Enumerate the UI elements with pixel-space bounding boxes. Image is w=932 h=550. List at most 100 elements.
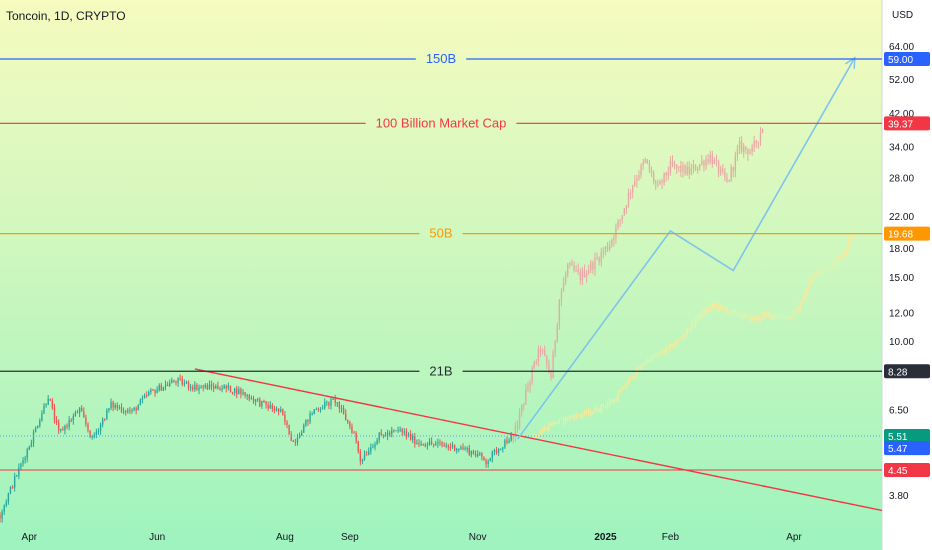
price-candle-body [198,387,200,390]
ghost-red-candle-body [575,269,577,271]
price-candle-body [303,424,305,433]
ghost-yellow-candle-body [837,256,839,259]
price-candle-body [173,380,175,382]
ghost-yellow-candle-body [550,424,552,426]
price-candle-body [70,420,72,422]
level-line-3[interactable]: 50B [0,226,882,241]
ghost-red-candle-body [755,141,757,143]
ghost-red-candle-body [663,172,665,183]
price-candle-body [189,387,192,389]
ghost-red-candle-body [757,141,760,143]
ghost-yellow-candle-body [740,316,743,319]
price-candle-body [418,443,420,445]
ghost-yellow-candle-body [816,273,818,275]
ghost-yellow-candle-body [581,414,584,416]
price-candle-body [150,389,152,393]
level-line-4[interactable]: 21B [0,363,882,378]
ghost-yellow-candle-body [546,427,548,430]
ghost-red-candle-body [539,348,542,351]
ghost-yellow-candle-body [669,344,672,348]
price-candle-body [141,398,144,400]
ghost-red-candle-body [659,181,661,185]
ghost-yellow-candle-body [539,432,542,436]
price-candle-body [101,419,104,425]
ghost-yellow-candle-body [703,311,705,314]
price-candle-body [202,386,204,388]
ghost-red-candle-body [761,129,764,133]
ghost-yellow-candle-body [663,352,665,354]
ghost-yellow-candle-body [694,320,697,325]
ghost-yellow-candle-body [839,256,841,259]
price-candle-body [7,493,10,502]
ghost-red-candle-body [665,172,667,176]
price-candle-body [347,420,349,423]
ghost-yellow-candle-body [784,317,787,319]
ghost-red-candle-body [640,165,642,176]
price-candle-body [118,407,121,409]
price-candle-body [432,443,435,445]
price-candle-body [363,454,366,460]
ghost-yellow-candle-body [600,404,602,411]
price-candle-body [405,431,408,437]
ghost-yellow-candle-body [632,376,634,379]
ghost-red-candle-body [594,258,596,270]
trendline[interactable] [194,368,883,512]
ghost-red-candle-body [671,161,674,166]
ghost-yellow-candle-body [548,424,550,430]
price-candle-body [332,398,334,400]
ghost-yellow-candle-body [753,317,755,320]
price-candle-body [55,420,58,423]
price-candle-body [426,445,429,447]
ghost-red-candle-body [535,361,538,363]
ghost-red-candle-body [579,271,581,281]
x-tick-label: Apr [786,532,802,543]
ghost-yellow-candle-body [537,435,540,438]
price-candle-body [277,408,280,412]
ghost-yellow-candle-body [820,269,822,272]
drawing-lines-layer: 150B 100 Billion Market Cap 50B 21B [0,51,883,512]
ghost-red-candle-body [592,262,594,270]
price-candle-body [68,420,70,427]
ghost-red-candle-body [738,141,741,150]
price-candle-body [292,440,294,442]
ghost-yellow-candle-body [690,322,693,331]
price-candle-body [116,405,119,408]
ghost-yellow-candle-body [686,329,688,335]
price-candle-body [275,408,278,411]
ghost-red-candle-body [546,355,548,365]
ghost-red-candle-body [676,164,678,168]
price-candle-body [106,410,108,420]
price-candle-body [368,451,370,455]
price-candle-body [265,401,267,405]
ghost-red-candle-body [692,165,695,169]
ghost-red-candle-body [720,168,722,173]
price-candle-body [221,388,223,391]
ghost-red-candle-body [745,146,747,150]
ghost-yellow-candle-body [713,303,716,305]
ghost-yellow-candle-body [650,356,653,362]
projection-path[interactable] [516,56,856,440]
price-candle-body [372,447,374,449]
ghost-yellow-candle-body [682,336,684,338]
level-label: 100 Billion Market Cap [376,115,507,130]
price-axis: 64.00 52.00 42.00 34.00 28.00 22.00 18.00 15.00… [884,42,930,502]
price-candle-body [0,515,1,519]
price-candle-body [466,448,468,450]
price-candle-body [326,401,328,403]
price-candle-body [280,409,282,412]
ghost-red-candle-body [583,270,586,278]
price-candle-body [108,408,110,411]
level-line-2[interactable]: 100 Billion Market Cap [0,115,882,130]
ghost-yellow-candle-body [824,269,827,271]
ghost-yellow-candle-body [801,301,804,303]
price-candle-body [22,460,24,464]
ghost-yellow-candle-body [759,318,762,320]
level-line-1[interactable]: 150B [0,51,882,66]
level-price-badge [884,116,930,131]
price-candle-body [319,409,322,411]
ghost-yellow-candle-body [826,266,829,270]
price-candle-body [403,431,406,433]
ghost-yellow-candle-body [812,276,814,282]
ghost-yellow-candle-body [665,347,667,353]
